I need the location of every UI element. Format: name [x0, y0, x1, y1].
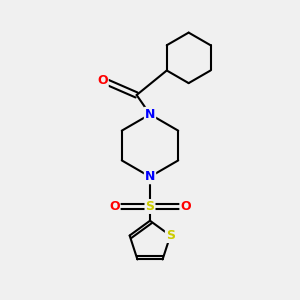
Text: N: N — [145, 170, 155, 183]
Text: O: O — [109, 200, 120, 213]
Text: S: S — [146, 200, 154, 213]
Text: O: O — [97, 74, 108, 87]
Text: N: N — [145, 108, 155, 121]
Text: S: S — [166, 229, 175, 242]
Text: O: O — [180, 200, 191, 213]
